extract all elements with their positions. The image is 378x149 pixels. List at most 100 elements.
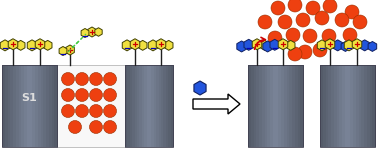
Circle shape — [278, 15, 292, 29]
Polygon shape — [193, 94, 240, 114]
Bar — [320, 65, 323, 147]
Bar — [19, 65, 22, 147]
Polygon shape — [130, 39, 140, 50]
Circle shape — [62, 89, 74, 101]
Circle shape — [296, 13, 310, 27]
Bar — [278, 65, 282, 147]
Polygon shape — [252, 39, 262, 50]
Circle shape — [68, 121, 82, 134]
Bar — [16, 65, 19, 147]
Circle shape — [323, 0, 337, 13]
Bar — [24, 65, 27, 147]
Circle shape — [286, 28, 300, 42]
Polygon shape — [0, 40, 10, 51]
Polygon shape — [164, 40, 173, 50]
Circle shape — [104, 73, 116, 86]
Bar — [345, 65, 348, 147]
Bar — [353, 65, 356, 147]
Polygon shape — [317, 40, 327, 51]
Circle shape — [258, 15, 272, 29]
Polygon shape — [325, 39, 335, 50]
Bar — [248, 65, 303, 147]
Circle shape — [104, 121, 116, 134]
Polygon shape — [148, 40, 158, 51]
Bar — [262, 65, 265, 147]
Bar — [154, 65, 157, 147]
Circle shape — [345, 5, 359, 19]
Bar — [284, 65, 287, 147]
Circle shape — [90, 104, 102, 118]
Bar — [361, 65, 364, 147]
Polygon shape — [43, 40, 52, 50]
Bar — [339, 65, 342, 147]
Bar — [300, 65, 304, 147]
Polygon shape — [287, 40, 295, 50]
Polygon shape — [344, 40, 354, 51]
Bar — [287, 65, 290, 147]
Bar — [27, 65, 30, 147]
Polygon shape — [368, 42, 377, 51]
Bar — [159, 65, 161, 147]
Circle shape — [268, 31, 282, 45]
Bar — [256, 65, 260, 147]
Bar — [281, 65, 284, 147]
Circle shape — [104, 89, 116, 101]
Bar — [5, 65, 8, 147]
Bar — [49, 65, 52, 147]
Circle shape — [104, 104, 116, 118]
Bar — [32, 65, 36, 147]
Bar — [166, 65, 169, 147]
Polygon shape — [360, 40, 369, 51]
Bar — [2, 65, 5, 147]
Bar — [125, 65, 128, 147]
Bar — [295, 65, 298, 147]
Bar — [139, 65, 142, 147]
Bar — [147, 65, 150, 147]
Circle shape — [313, 43, 327, 57]
Bar — [40, 65, 44, 147]
Circle shape — [76, 89, 88, 101]
Polygon shape — [244, 39, 254, 50]
Bar — [320, 65, 375, 147]
Bar — [13, 65, 16, 147]
Circle shape — [271, 1, 285, 15]
Polygon shape — [138, 40, 147, 50]
Bar — [132, 65, 135, 147]
Bar — [35, 65, 38, 147]
Circle shape — [90, 89, 102, 101]
Circle shape — [90, 121, 102, 134]
Polygon shape — [156, 39, 166, 50]
Bar — [325, 65, 329, 147]
Bar — [156, 65, 159, 147]
Bar — [8, 65, 11, 147]
Text: S1: S1 — [22, 93, 37, 103]
Polygon shape — [263, 41, 273, 52]
Bar — [168, 65, 171, 147]
Bar — [149, 65, 152, 147]
Circle shape — [76, 104, 88, 118]
Polygon shape — [237, 41, 246, 52]
Circle shape — [303, 29, 317, 43]
Circle shape — [343, 28, 357, 42]
Bar — [127, 65, 130, 147]
Bar — [334, 65, 337, 147]
Polygon shape — [270, 39, 279, 50]
Circle shape — [322, 29, 336, 43]
Polygon shape — [122, 40, 132, 51]
Bar — [54, 65, 57, 147]
Bar — [137, 65, 140, 147]
Bar — [251, 65, 254, 147]
Bar — [21, 65, 25, 147]
Bar — [336, 65, 340, 147]
Polygon shape — [341, 42, 350, 51]
Polygon shape — [16, 40, 25, 50]
Bar — [144, 65, 147, 147]
Circle shape — [315, 11, 329, 25]
Bar — [152, 65, 154, 147]
Polygon shape — [88, 27, 96, 37]
Polygon shape — [27, 40, 37, 51]
Bar — [46, 65, 49, 147]
Polygon shape — [278, 39, 288, 50]
Polygon shape — [260, 40, 269, 50]
FancyArrowPatch shape — [254, 37, 265, 49]
